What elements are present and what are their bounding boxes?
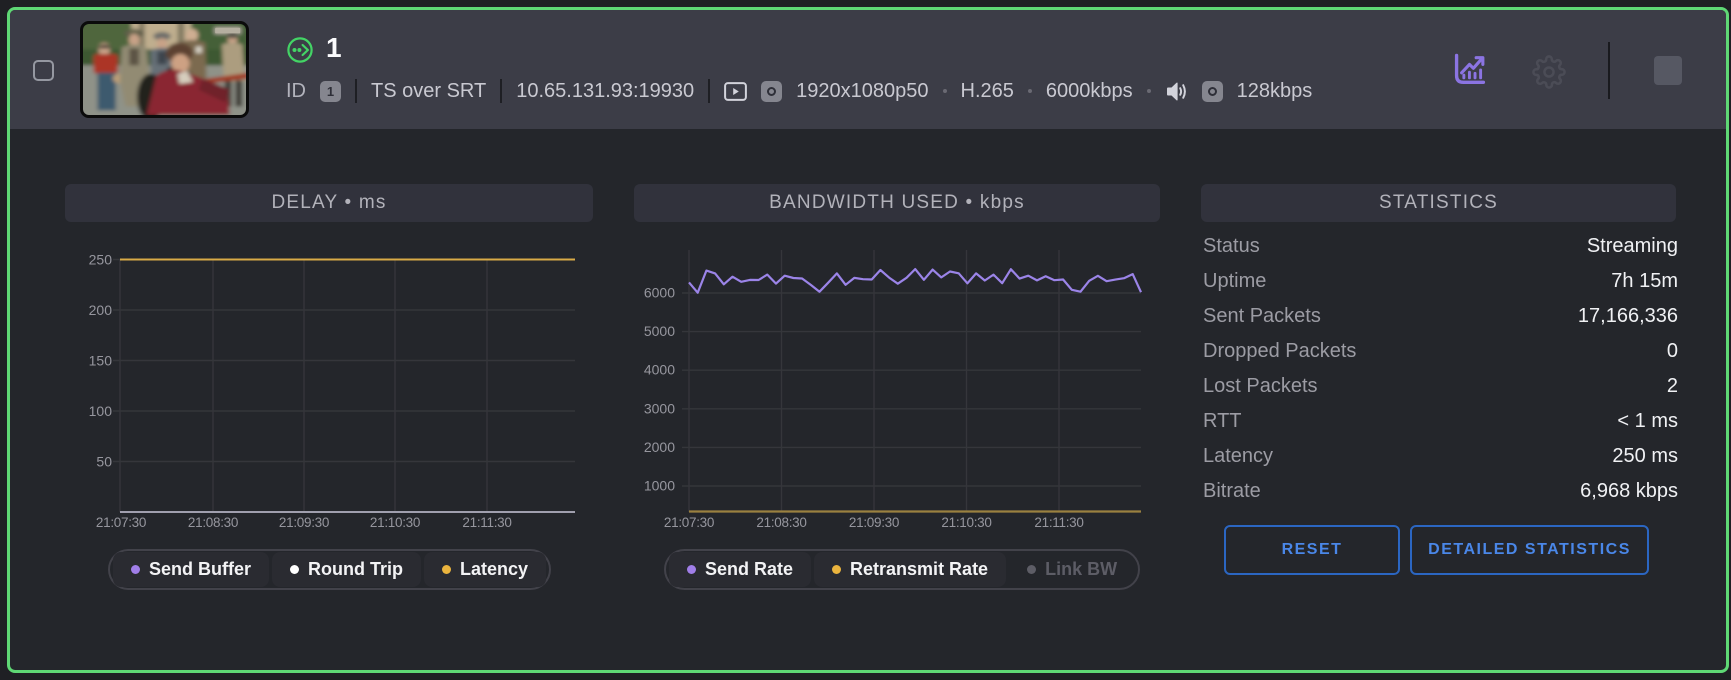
svg-text:200: 200 [89,302,113,318]
svg-text:21:09:30: 21:09:30 [849,515,899,530]
svg-text:21:08:30: 21:08:30 [188,515,238,530]
svg-text:21:11:30: 21:11:30 [1034,515,1083,530]
svg-text:1000: 1000 [644,478,675,494]
svg-text:6000: 6000 [644,285,675,301]
svg-text:3000: 3000 [644,400,675,416]
svg-text:5000: 5000 [644,323,675,339]
svg-text:21:10:30: 21:10:30 [941,515,991,530]
svg-text:250: 250 [89,252,113,268]
svg-text:50: 50 [96,454,112,470]
svg-text:4000: 4000 [644,362,675,378]
svg-text:100: 100 [89,403,113,419]
svg-text:21:11:30: 21:11:30 [462,515,511,530]
svg-text:21:10:30: 21:10:30 [370,515,420,530]
svg-text:150: 150 [89,353,113,369]
svg-text:21:07:30: 21:07:30 [664,515,714,530]
svg-text:2000: 2000 [644,439,675,455]
svg-text:21:09:30: 21:09:30 [279,515,329,530]
svg-text:21:08:30: 21:08:30 [756,515,806,530]
svg-text:21:07:30: 21:07:30 [96,515,146,530]
